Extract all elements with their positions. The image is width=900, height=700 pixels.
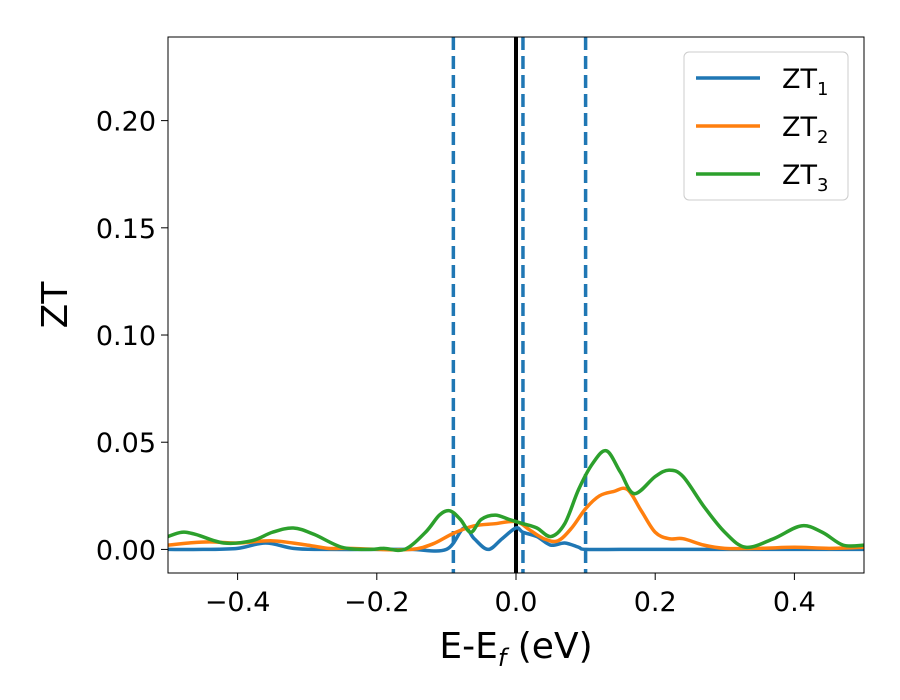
legend-label-2: ZT2 xyxy=(782,112,828,148)
legend-box xyxy=(683,51,849,201)
y-tick-label: 0.05 xyxy=(96,428,156,459)
y-tick-label: 0.15 xyxy=(96,214,156,245)
y-tick-label: 0.10 xyxy=(96,321,156,352)
x-axis-label: E-Ef (eV) xyxy=(439,626,592,672)
y-tick-label: 0.20 xyxy=(96,107,156,138)
series-lines xyxy=(168,448,864,553)
y-axis-label: ZT xyxy=(35,281,76,329)
series-line-2 xyxy=(168,486,864,552)
legend-label-1: ZT1 xyxy=(782,64,828,100)
y-tick-label: 0.00 xyxy=(96,535,156,566)
y-axis: 0.00 0.05 0.10 0.15 0.20 xyxy=(96,107,168,566)
reference-lines xyxy=(451,37,588,573)
x-axis-label-unit: (eV) xyxy=(506,626,592,667)
x-axis-label-main: E-E xyxy=(439,626,497,667)
series-line-3 xyxy=(168,448,864,553)
series-line-1 xyxy=(168,526,864,553)
x-tick-label: 0.0 xyxy=(495,587,538,618)
x-tick-label: 0.4 xyxy=(773,587,816,618)
x-axis: −0.4 −0.2 0.0 0.2 0.4 xyxy=(205,573,816,618)
legend: ZT1 ZT2 ZT3 xyxy=(683,51,849,201)
x-tick-label: 0.2 xyxy=(634,587,677,618)
x-tick-label: −0.4 xyxy=(205,587,271,618)
x-tick-label: −0.2 xyxy=(344,587,410,618)
legend-label-3: ZT3 xyxy=(782,160,828,196)
